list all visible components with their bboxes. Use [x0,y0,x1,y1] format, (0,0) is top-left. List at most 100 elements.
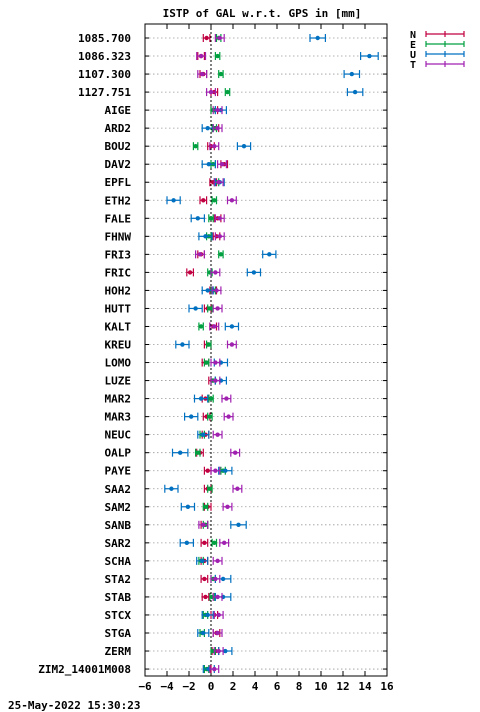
data-point-T [216,180,221,185]
data-point-E [218,252,224,257]
error-bar-U [262,250,277,259]
legend-label-E: E [410,40,416,51]
data-point-T [233,450,238,455]
data-point-T [212,143,217,149]
data-point-N [202,576,207,582]
y-tick-label: PAYE [105,465,132,478]
error-bar-T [212,124,223,133]
error-bar-U [171,448,189,457]
error-bar-T [212,556,223,565]
y-tick-label: DAV2 [105,158,132,171]
error-bar-U [230,520,247,529]
y-tick-label: MAR3 [105,411,132,424]
y-tick-label: NEUC [105,429,132,442]
data-point-U [367,53,372,59]
data-point-E [208,396,214,401]
error-bar-T [223,412,234,421]
error-bar-N [199,196,208,205]
y-tick-label: FRI3 [105,248,132,261]
data-point-T [215,306,220,311]
error-bar-U [224,322,240,331]
data-point-T [198,53,204,59]
y-tick-label: SCHA [105,555,132,568]
data-point-T [212,666,217,672]
data-marks [164,34,379,674]
error-bar-N [186,268,194,277]
x-tick-labels: −6 −4 −2 0 2 4 6 8 10 12 14 16 [138,24,394,693]
data-point-U [220,576,226,582]
data-point-T [216,612,221,618]
error-bar-T [212,304,223,313]
legend-label-T: T [410,60,416,71]
error-bar-T [217,160,227,169]
error-bar-T [209,322,220,331]
data-point-U [223,648,228,654]
data-point-U [184,540,189,546]
x-tick-label: 0 [208,680,215,693]
data-point-N [203,594,208,600]
data-point-N [205,468,210,473]
y-tick-label: EPFL [105,176,132,189]
data-point-T [215,630,220,636]
error-bar-U [188,304,203,313]
y-tick-label: FRIC [105,266,132,279]
error-bar-U [201,160,216,169]
data-point-U [349,71,354,77]
error-bar-E [207,484,213,493]
data-point-T [200,71,205,77]
y-tick-label: SANB [105,519,132,532]
error-bar-U [179,538,194,547]
error-bar-T [212,628,223,637]
data-point-E [204,360,209,365]
x-tick-label: 6 [274,680,281,693]
y-tick-label: FHNW [105,230,132,243]
data-point-U [198,396,204,401]
x-tick-label: 10 [314,680,327,693]
data-point-N [202,540,207,546]
error-bar-E [195,448,201,457]
error-bar-T [212,106,223,115]
x-tick-label: 16 [380,680,394,693]
error-bar-T [209,665,220,674]
data-point-T [215,432,220,437]
data-point-U [178,450,183,455]
data-point-U [195,216,200,221]
y-tick-label: STA2 [105,573,132,586]
error-bar-E [202,502,209,511]
error-bar-U [343,70,361,79]
data-point-T [216,648,221,654]
error-bar-U [190,214,205,223]
y-tick-label: ARD2 [105,122,132,135]
y-tick-label: 1085.700 [78,32,131,45]
error-bar-T [213,178,224,187]
y-tick-label: BOU2 [105,140,132,153]
y-tick-label: 1107.300 [78,68,131,81]
error-bar-E [214,52,221,61]
y-tick-label: ETH2 [105,194,132,207]
x-tick-label: 4 [252,680,259,693]
error-bar-T [196,52,207,61]
data-point-T [213,468,218,473]
y-tick-label: 1086.323 [78,50,131,63]
error-bar-U [198,232,213,241]
data-point-E [212,198,217,203]
error-bar-T [221,394,232,403]
data-point-T [197,252,203,257]
error-bar-T [212,430,223,439]
data-point-U [201,432,206,437]
error-bar-U [360,52,379,61]
error-bar-T [209,142,220,151]
error-bar-E [198,322,204,331]
error-bar-N [200,574,209,583]
data-point-U [200,558,205,564]
x-tick-label: −2 [182,680,195,693]
error-bar-U [193,394,209,403]
y-tick-label: LUZE [105,375,132,388]
data-point-T [213,270,218,275]
error-bar-T [214,232,225,241]
error-bar-T [226,196,237,205]
y-tick-label: AIGE [105,104,132,117]
error-bar-U [246,268,262,277]
data-point-U [352,89,358,95]
error-bar-U [196,556,209,565]
